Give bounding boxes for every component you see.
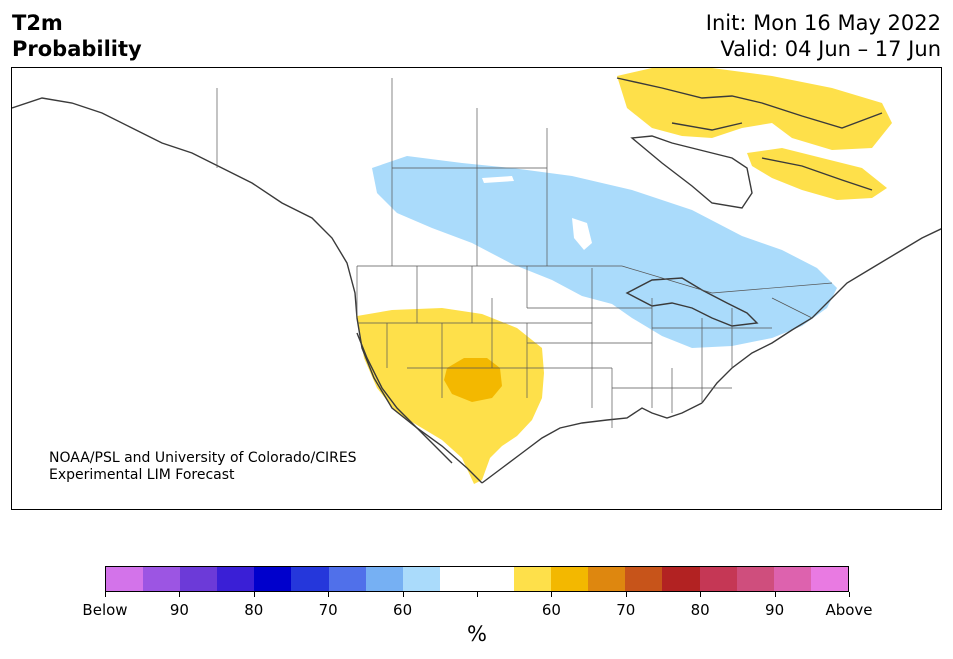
credit-text: NOAA/PSL and University of Colorado/CIRE…	[49, 450, 357, 484]
colorbar-tick-label: Below	[82, 601, 128, 619]
lake-athabasca	[482, 176, 514, 183]
forecast-map	[11, 67, 942, 510]
colorbar-tick	[625, 592, 627, 597]
colorbar-cell	[180, 567, 218, 591]
great-lakes	[625, 277, 759, 327]
valid-range: Valid: 04 Jun – 17 Jun	[720, 37, 941, 61]
colorbar-cell	[439, 567, 477, 591]
init-date: Init: Mon 16 May 2022	[705, 11, 941, 35]
colorbar-tick-label: 80	[244, 601, 264, 619]
colorbar-cell	[254, 567, 292, 591]
credit-line2: Experimental LIM Forecast	[49, 467, 235, 483]
credit-line1: NOAA/PSL and University of Colorado/CIRE…	[49, 450, 357, 466]
colorbar-tick	[328, 592, 330, 597]
colorbar-tick	[179, 592, 181, 597]
colorbar-tick	[105, 592, 106, 597]
arctic-above-normal-area	[617, 68, 892, 150]
colorbar-cell	[588, 567, 626, 591]
colorbar-cell	[291, 567, 329, 591]
colorbar-tick	[774, 592, 776, 597]
colorbar-tick	[477, 592, 478, 597]
map-title-left: T2m Probability	[12, 10, 142, 62]
colorbar-cell	[143, 567, 181, 591]
pacific-coastline	[12, 97, 483, 484]
colorbar-tick-label: 60	[393, 601, 413, 619]
colorbar-ticks	[105, 592, 850, 598]
colorbar-cell	[736, 567, 774, 591]
title-type: Probability	[12, 37, 142, 61]
colorbar-tick-label: 70	[318, 601, 338, 619]
colorbar-tick-label: 60	[541, 601, 561, 619]
title-variable: T2m	[12, 11, 63, 35]
lake-winnipeg	[572, 218, 592, 250]
quebec-above-normal-area	[747, 148, 887, 200]
newmexico-above-normal-60-area	[444, 358, 502, 402]
colorbar-cell	[551, 567, 589, 591]
colorbar-cell	[328, 567, 366, 591]
colorbar-tick-label: 70	[616, 601, 636, 619]
colorbar-tick-label: 80	[690, 601, 710, 619]
colorbar-tick	[849, 592, 850, 597]
baja-coastline	[356, 332, 453, 464]
colorbar-cell	[514, 567, 552, 591]
colorbar-tick-label: 90	[765, 601, 785, 619]
gulf-coastline	[481, 402, 703, 484]
colorbar-cell	[662, 567, 700, 591]
hudson-bay	[630, 135, 753, 209]
colorbar-cell	[476, 567, 515, 591]
arctic-islands	[616, 77, 883, 191]
map-title-right: Init: Mon 16 May 2022 Valid: 04 Jun – 17…	[706, 10, 941, 62]
probability-colorbar	[105, 566, 849, 592]
colorbar-cell	[773, 567, 811, 591]
colorbar-tick-label: Above	[825, 601, 873, 619]
colorbar-cell	[810, 567, 848, 591]
colorbar-cell	[402, 567, 440, 591]
colorbar-cell	[217, 567, 255, 591]
colorbar-tick	[402, 592, 404, 597]
colorbar-unit-label: %	[467, 622, 487, 646]
colorbar-cell	[699, 567, 737, 591]
colorbar-cell	[365, 567, 403, 591]
colorbar-cell	[625, 567, 663, 591]
colorbar-tick-label: 90	[169, 601, 189, 619]
southwest-above-normal-area	[357, 308, 544, 484]
colorbar-tick	[551, 592, 553, 597]
colorbar-cell	[106, 567, 144, 591]
colorbar-tick	[700, 592, 702, 597]
colorbar-tick	[253, 592, 255, 597]
